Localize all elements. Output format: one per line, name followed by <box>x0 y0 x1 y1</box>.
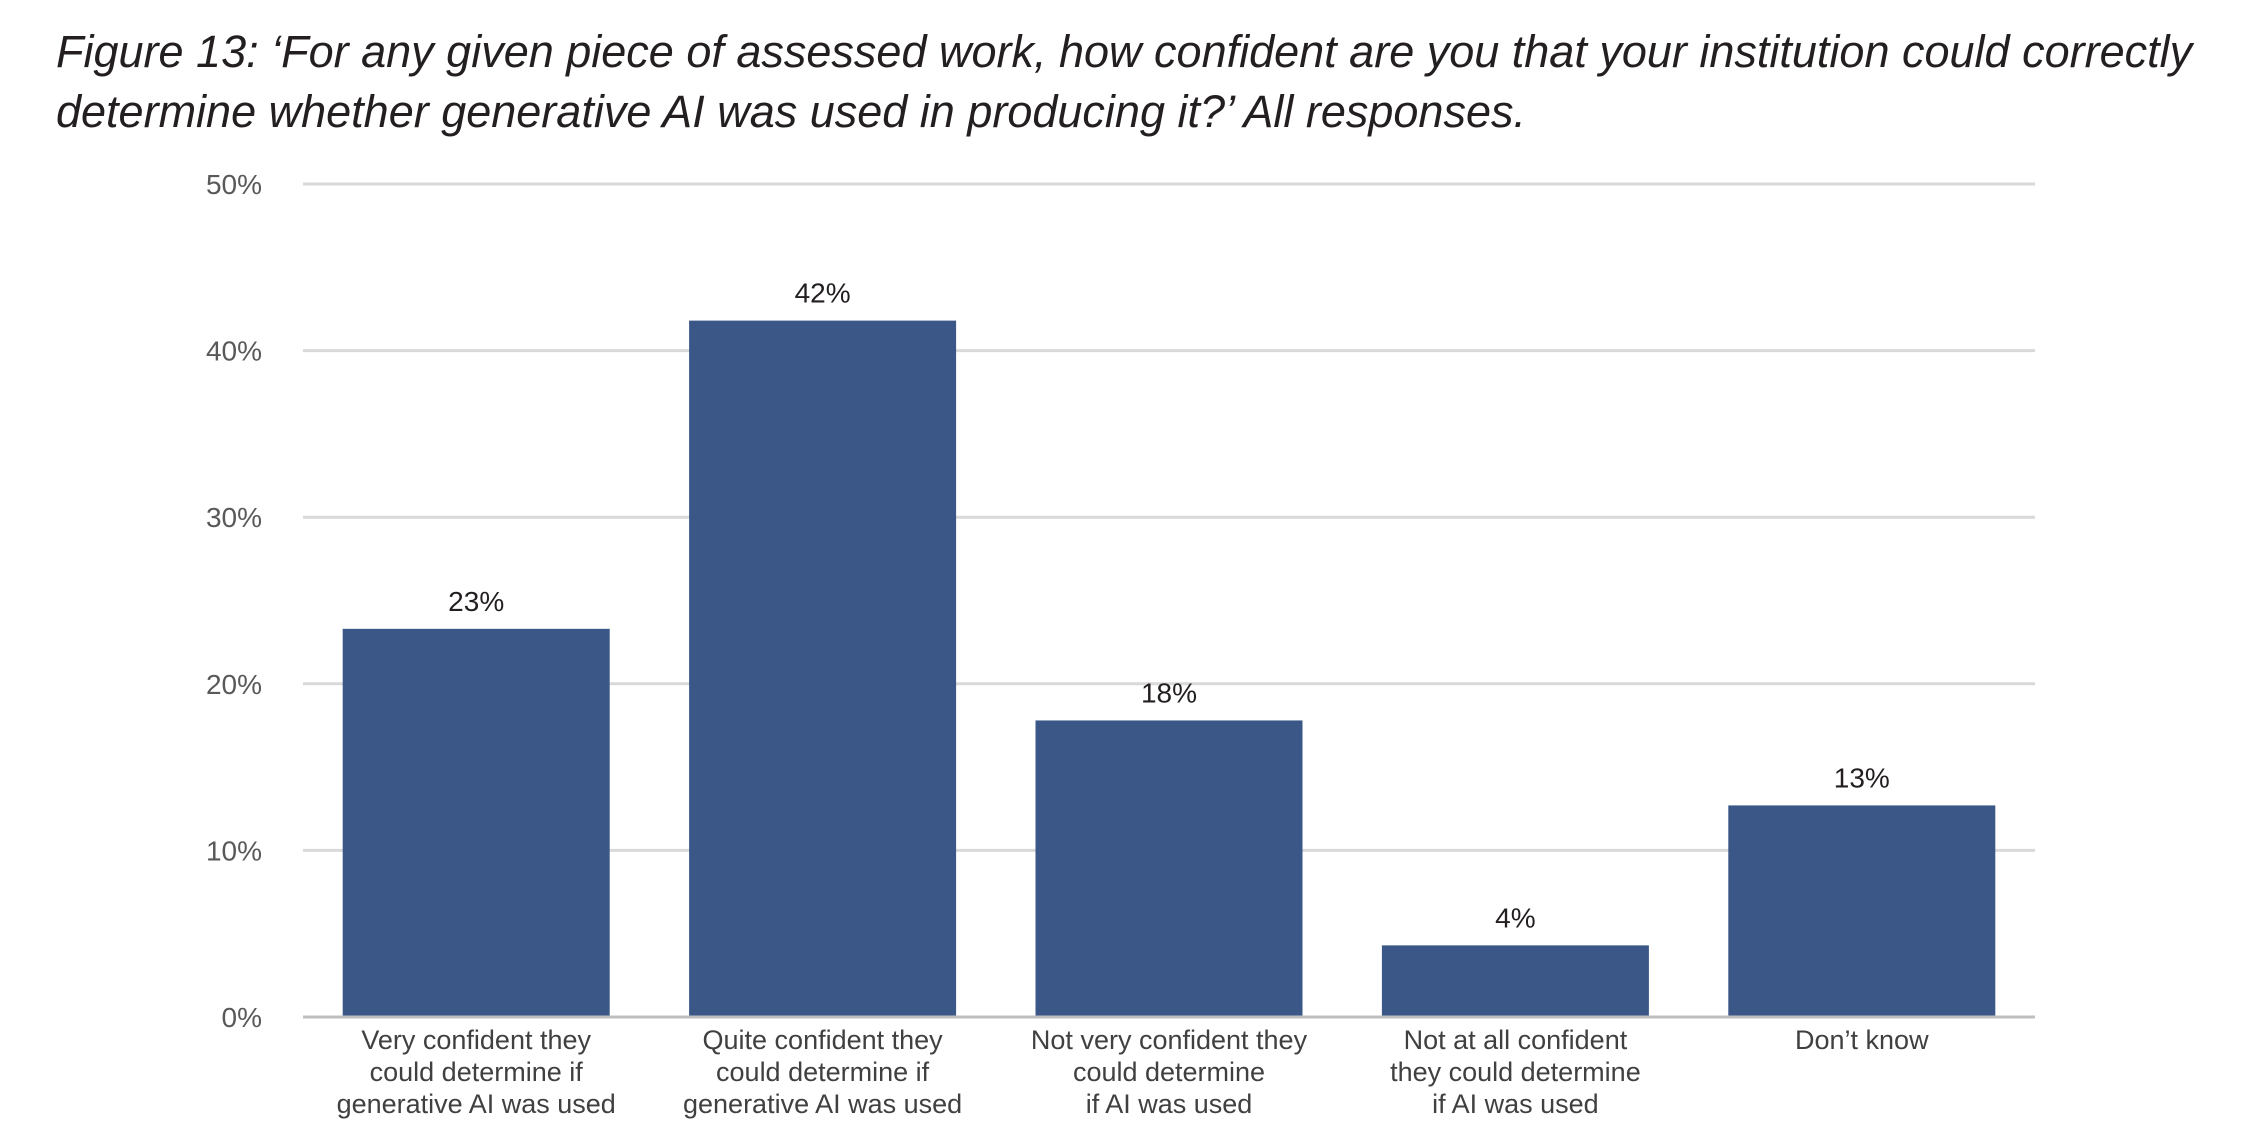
data-label: 42% <box>795 278 851 309</box>
category-label: Not at all confident they could determine… <box>1390 1025 1641 1119</box>
y-tick-label: 10% <box>206 835 262 866</box>
bar <box>689 320 957 1017</box>
y-tick-label: 30% <box>206 502 262 533</box>
bar <box>1381 945 1649 1017</box>
bar <box>1035 720 1303 1017</box>
y-tick-label: 0% <box>222 1002 262 1033</box>
bar <box>342 628 610 1017</box>
category-label: Very confident they could determine if gen… <box>337 1025 616 1119</box>
y-tick-label: 40% <box>206 336 262 367</box>
data-label: 13% <box>1834 762 1890 793</box>
category-label: Not very confident they could determine if… <box>1031 1025 1308 1119</box>
data-label: 4% <box>1495 902 1535 933</box>
category-label: Quite confident they could determine if ge… <box>683 1025 962 1119</box>
y-tick-label: 50% <box>206 169 262 200</box>
category-label: Don’t know <box>1795 1025 1929 1055</box>
data-label: 23% <box>448 586 504 617</box>
data-label: 18% <box>1141 677 1197 708</box>
labels: 0% 10% 20% 30% 40% 50% 23% Very confident they c… <box>206 169 1929 1119</box>
y-tick-label: 20% <box>206 669 262 700</box>
bar <box>1728 805 1996 1017</box>
bars <box>342 320 1996 1017</box>
figure-title: Figure 13: ‘For any given piece of asses… <box>56 26 2193 137</box>
